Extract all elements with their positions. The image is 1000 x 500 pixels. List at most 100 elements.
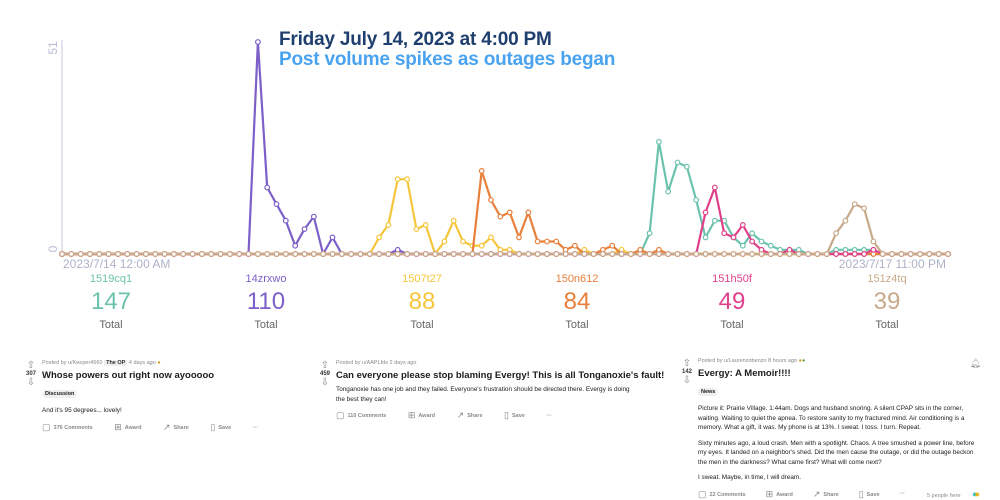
series-total: 84	[563, 288, 591, 315]
data-point	[525, 251, 532, 257]
annotation-subtitle: Post volume spikes as outages began	[279, 49, 616, 70]
data-point	[301, 226, 308, 233]
data-point	[628, 251, 634, 257]
data-point	[609, 251, 616, 257]
data-point	[450, 217, 457, 224]
share-button[interactable]: ↗ Share	[812, 488, 839, 499]
data-point	[851, 201, 858, 208]
share-icon: ↗	[456, 410, 465, 420]
award-button[interactable]: ⊞ Award	[765, 488, 793, 499]
post-text: Sixty minutes ago, a loud crash. Men wit…	[698, 439, 975, 466]
avatar-icon: ●	[974, 489, 980, 499]
data-point	[805, 251, 811, 257]
post-title[interactable]: Evergy: A Memoir!!!!	[698, 368, 791, 379]
vote-count: 307	[25, 371, 36, 377]
share-button[interactable]: ↗ Share	[162, 421, 189, 432]
notification-bell-icon[interactable]: 🔔︎	[969, 358, 981, 368]
data-point	[366, 251, 373, 257]
data-point	[935, 251, 942, 257]
series-id: 151z4tq	[867, 273, 907, 285]
series-total: 49	[718, 288, 746, 315]
series-total: 147	[90, 288, 132, 315]
data-point	[142, 251, 149, 257]
upvote-icon[interactable]: ⇧	[682, 358, 692, 369]
data-point	[180, 251, 187, 257]
save-button[interactable]: ▯ Save	[210, 421, 232, 432]
upvote-icon[interactable]: ⇧	[320, 360, 330, 371]
data-point	[469, 251, 476, 257]
more-icon[interactable]: ···	[899, 491, 906, 497]
series-stat: 151z4tq 39 Total	[817, 273, 957, 331]
post-author[interactable]: Posted by u/Keeper4560	[42, 360, 103, 366]
save-button[interactable]: ▯ Save	[504, 410, 525, 420]
data-point	[721, 251, 728, 257]
post-title[interactable]: Whose powers out right now ayooooo	[42, 370, 215, 381]
data-point	[572, 251, 578, 257]
vote-control: ⇧ 459 ⇩	[318, 360, 332, 388]
comments-button[interactable]: ▢ 22 Comments	[698, 488, 746, 499]
data-point	[488, 251, 494, 257]
gift-icon: ⊞	[765, 488, 774, 499]
data-point	[544, 251, 550, 257]
post-tag[interactable]: News	[698, 388, 719, 396]
data-point	[553, 238, 560, 245]
total-label: Total	[720, 319, 744, 331]
data-point	[702, 251, 709, 257]
comments-button[interactable]: ▢ 376 Comments	[42, 421, 93, 432]
data-point	[823, 251, 830, 257]
series-total: 88	[408, 288, 436, 315]
data-point	[553, 251, 560, 257]
annotation-title: Friday July 14, 2023 at 4:00 PM	[279, 29, 552, 50]
share-button[interactable]: ↗ Share	[456, 410, 483, 420]
data-point	[376, 251, 383, 257]
data-point	[68, 251, 75, 257]
downvote-icon[interactable]: ⇩	[682, 375, 692, 386]
data-point	[226, 251, 233, 257]
data-point	[282, 251, 289, 257]
award-button[interactable]: ⊞ Award	[407, 410, 436, 420]
series-total: 39	[873, 288, 901, 315]
total-label: Total	[565, 319, 589, 331]
data-point	[348, 251, 355, 257]
data-point	[702, 234, 709, 241]
upvote-icon[interactable]: ⇧	[26, 360, 36, 371]
more-icon[interactable]: ···	[546, 413, 552, 419]
post-title[interactable]: Can everyone please stop blaming Evergy!…	[336, 370, 665, 381]
post-time: 2 days ago	[389, 360, 417, 366]
downvote-icon[interactable]: ⇩	[320, 377, 330, 388]
post-time: 8 hours ago	[768, 358, 798, 364]
x-tick-start: 2023/7/14 12:00 AM	[63, 257, 170, 270]
more-icon[interactable]: ···	[252, 424, 259, 431]
data-point	[693, 251, 700, 257]
data-point	[292, 251, 299, 257]
comments-button[interactable]: ▢ 110 Comments	[336, 410, 387, 420]
downvote-icon[interactable]: ⇩	[26, 377, 36, 388]
data-point	[758, 238, 765, 245]
data-point	[730, 234, 737, 241]
series-14zrxwo	[59, 39, 951, 257]
data-point	[217, 251, 224, 257]
series-id: 1519cq1	[89, 273, 133, 285]
data-point	[898, 251, 905, 257]
data-point	[870, 238, 877, 245]
series-id: 150n612	[555, 273, 599, 285]
award-button[interactable]: ⊞ Award	[114, 421, 142, 432]
user-flair: The OP	[104, 360, 128, 366]
x-tick-end: 2023/7/17 11:00 PM	[839, 257, 946, 270]
post-tag[interactable]: Discussion	[42, 390, 78, 398]
save-button[interactable]: ▯ Save	[858, 488, 880, 499]
data-point	[889, 251, 895, 257]
post-author[interactable]: Posted by u/Laurenzobenzo	[698, 358, 767, 364]
series-stat: 150n612 84 Total	[507, 273, 647, 331]
vote-count: 459	[319, 371, 330, 377]
data-point	[665, 251, 672, 257]
series-total: 110	[246, 288, 286, 315]
data-point	[404, 176, 411, 183]
post-author[interactable]: Posted by u/AAPLfds	[336, 360, 388, 366]
data-point	[861, 205, 867, 212]
data-point	[581, 251, 588, 257]
data-point	[292, 242, 299, 249]
data-point	[478, 251, 485, 257]
post-time: 4 days ago	[128, 360, 156, 366]
data-point	[133, 251, 140, 257]
